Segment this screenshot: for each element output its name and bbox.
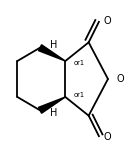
- Text: O: O: [117, 74, 124, 84]
- Text: H: H: [50, 40, 58, 50]
- Text: or1: or1: [74, 92, 85, 98]
- Polygon shape: [38, 97, 65, 113]
- Text: or1: or1: [74, 60, 85, 66]
- Polygon shape: [38, 45, 65, 61]
- Text: H: H: [50, 108, 58, 118]
- Text: O: O: [103, 132, 111, 142]
- Text: O: O: [103, 16, 111, 26]
